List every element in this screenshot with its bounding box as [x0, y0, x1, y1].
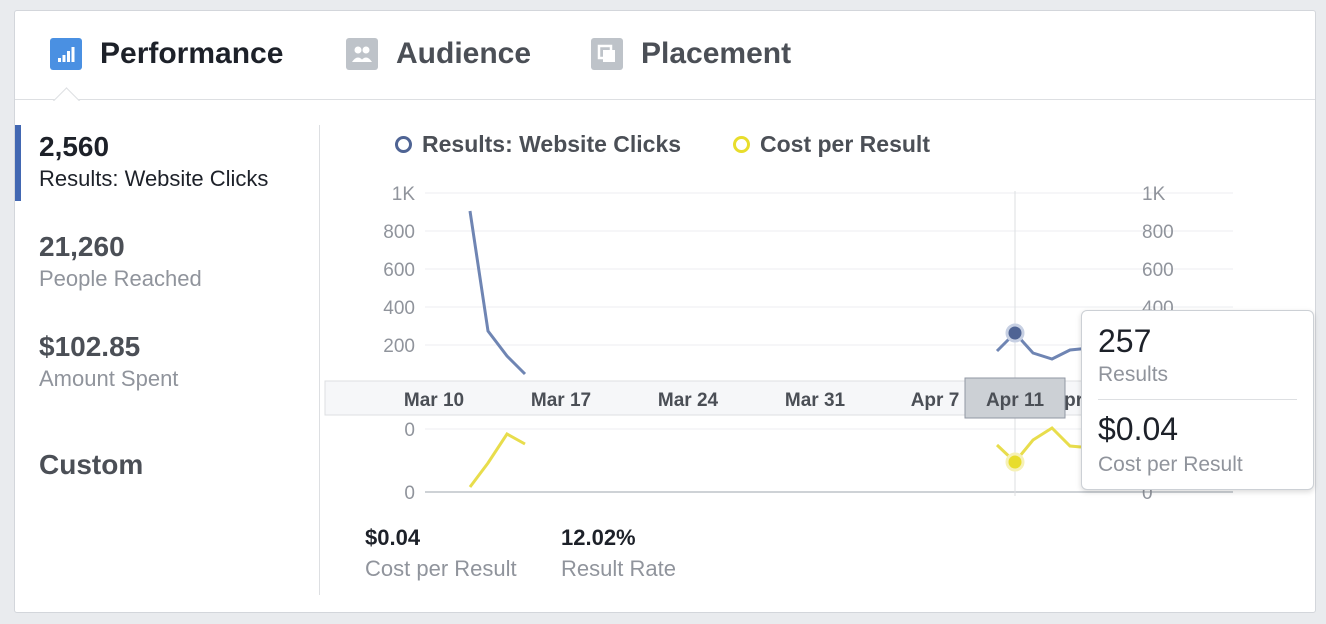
metric-label: Results: Website Clicks — [39, 166, 269, 191]
chart-tooltip: 257 Results $0.04 Cost per Result — [1081, 310, 1314, 490]
legend-results: Results: Website Clicks — [395, 131, 681, 158]
right-tick: 1K — [1142, 184, 1166, 205]
footer-result-rate: 12.02% Result Rate — [561, 524, 676, 586]
custom-label: Custom — [39, 449, 144, 480]
legend-label: Cost per Result — [760, 131, 930, 157]
metric-value: 2,560 — [39, 131, 110, 162]
metric-amount-spent[interactable]: $102.85 Amount Spent — [39, 330, 178, 394]
right-tick: 800 — [1142, 222, 1174, 243]
metric-label: Amount Spent — [39, 366, 179, 391]
selected-date-marker[interactable] — [964, 377, 1066, 419]
date-label: Mar 10 — [404, 390, 464, 411]
right-lower-bottom-tick: 0 — [1142, 483, 1153, 504]
tooltip-cost-label: Cost per Result — [1098, 453, 1243, 476]
metric-results[interactable]: 2,560 Results: Website Clicks — [39, 130, 268, 194]
legend-cost: Cost per Result — [733, 131, 930, 158]
left-tick: 200 — [383, 336, 415, 357]
footer-label: Cost per Result — [365, 556, 517, 581]
lower-bottom-tick: 0 — [404, 483, 415, 504]
tab-placement[interactable]: Placement — [591, 37, 791, 71]
footer-label: Result Rate — [561, 556, 676, 581]
date-label: Mar 24 — [658, 390, 719, 411]
tooltip-results-label: Results — [1098, 363, 1169, 386]
cost-legend-dot-icon — [733, 136, 750, 153]
cost-hover-point[interactable] — [1005, 452, 1025, 472]
footer-value: $0.04 — [365, 525, 421, 550]
legend-label: Results: Website Clicks — [422, 131, 682, 157]
metric-value: 21,260 — [39, 231, 125, 262]
left-tick: 400 — [383, 298, 415, 319]
selected-date-label: Apr 11 — [986, 390, 1045, 411]
tab-performance[interactable]: Performance — [50, 37, 283, 71]
date-label: Apr 7 — [911, 390, 960, 411]
tab-label: Performance — [100, 37, 284, 70]
tab-audience[interactable]: Audience — [346, 37, 531, 71]
results-legend-dot-icon — [395, 136, 412, 153]
lower-zero-tick: 0 — [404, 420, 415, 441]
date-label: Mar 31 — [785, 390, 846, 411]
metric-people-reached[interactable]: 21,260 People Reached — [39, 230, 202, 294]
right-tick: 600 — [1142, 260, 1174, 281]
custom-metric-link[interactable]: Custom — [39, 448, 143, 482]
bar-chart-icon — [50, 38, 82, 70]
footer-value: 12.02% — [561, 525, 636, 550]
results-line-segment — [468, 210, 527, 376]
tab-label: Placement — [641, 37, 792, 70]
cost-line-segment — [468, 432, 526, 488]
people-icon — [346, 38, 378, 70]
footer-cost-per-result: $0.04 Cost per Result — [365, 524, 517, 586]
tooltip-cost-value: $0.04 — [1098, 411, 1179, 447]
metric-value: $102.85 — [39, 331, 141, 362]
placement-icon — [591, 38, 623, 70]
metrics-sidebar: 2,560 Results: Website Clicks 21,260 Peo… — [15, 125, 320, 595]
results-hover-point[interactable] — [1005, 323, 1025, 343]
tab-label: Audience — [396, 37, 532, 70]
active-metric-indicator — [15, 125, 21, 201]
tab-bar: Performance Audience Placement — [15, 11, 1315, 100]
left-tick: 600 — [383, 260, 415, 281]
tooltip-divider — [1098, 399, 1297, 400]
tooltip-results-value: 257 — [1098, 323, 1152, 359]
left-tick: 1K — [392, 184, 416, 205]
metric-label: People Reached — [39, 266, 202, 291]
date-label: Mar 17 — [531, 390, 591, 411]
left-tick: 800 — [383, 222, 415, 243]
ad-performance-card: Performance Audience Placement — [14, 10, 1316, 613]
